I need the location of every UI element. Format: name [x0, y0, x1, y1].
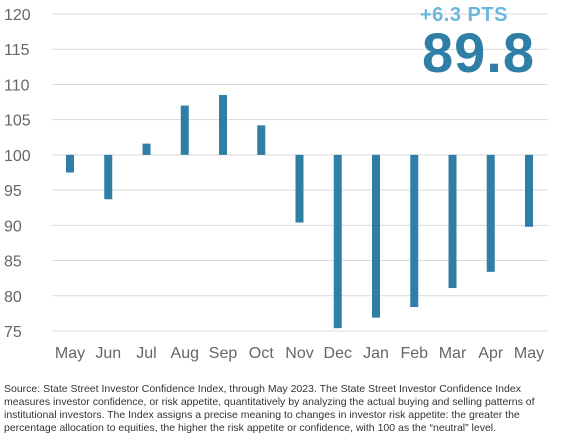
x-tick-label: Mar	[439, 345, 467, 362]
bars	[66, 95, 533, 329]
bar-10	[448, 154, 457, 289]
x-tick-label: Jan	[363, 345, 389, 362]
source-footnote: Source: State Street Investor Confidence…	[4, 383, 535, 434]
change-label: +6.3 PTS	[420, 4, 508, 26]
x-tick-label: May	[55, 345, 85, 362]
y-tick-label: 95	[4, 183, 22, 200]
y-tick-label: 80	[4, 289, 22, 306]
y-axis-ticks: 120 115 110 105 100 95 90 85 80 75	[4, 7, 31, 341]
x-tick-label: Oct	[249, 345, 274, 362]
x-tick-label: Jun	[95, 345, 121, 362]
y-tick-label: 90	[4, 218, 22, 235]
bar-3	[180, 105, 189, 155]
y-tick-label: 110	[4, 77, 30, 94]
bar-8	[372, 154, 380, 318]
y-tick-label: 115	[4, 42, 30, 59]
x-axis-ticks: May Jun Jul Aug Sep Oct Nov Dec Jan Feb Mar Apr May	[55, 345, 544, 362]
bar-7	[333, 154, 342, 329]
bar-12	[525, 154, 533, 227]
bar-6	[295, 154, 304, 223]
y-tick-label: 85	[4, 254, 22, 271]
headline-value: 89.8	[422, 21, 535, 84]
bar-2	[142, 143, 151, 155]
x-tick-label: Sep	[209, 345, 238, 362]
x-tick-label: Aug	[171, 345, 199, 362]
y-tick-label: 120	[4, 7, 31, 24]
x-tick-label: Dec	[324, 345, 352, 362]
y-tick-label: 105	[4, 113, 31, 130]
x-tick-label: Nov	[285, 345, 313, 362]
y-tick-label: 100	[4, 148, 31, 165]
x-tick-label: Apr	[478, 345, 504, 362]
bar-1	[104, 154, 113, 200]
bar-9	[410, 154, 419, 308]
investor-confidence-chart: 120 115 110 105 100 95 90 85 80 75 May Jun Jul Aug Se…	[4, 7, 548, 362]
x-tick-label: Jul	[136, 345, 156, 362]
y-tick-label: 75	[4, 324, 22, 341]
bar-4	[219, 95, 227, 155]
bar-11	[486, 154, 495, 272]
bar-5	[257, 125, 266, 155]
bar-0	[66, 154, 74, 173]
x-tick-label: May	[514, 345, 544, 362]
x-tick-label: Feb	[400, 345, 428, 362]
